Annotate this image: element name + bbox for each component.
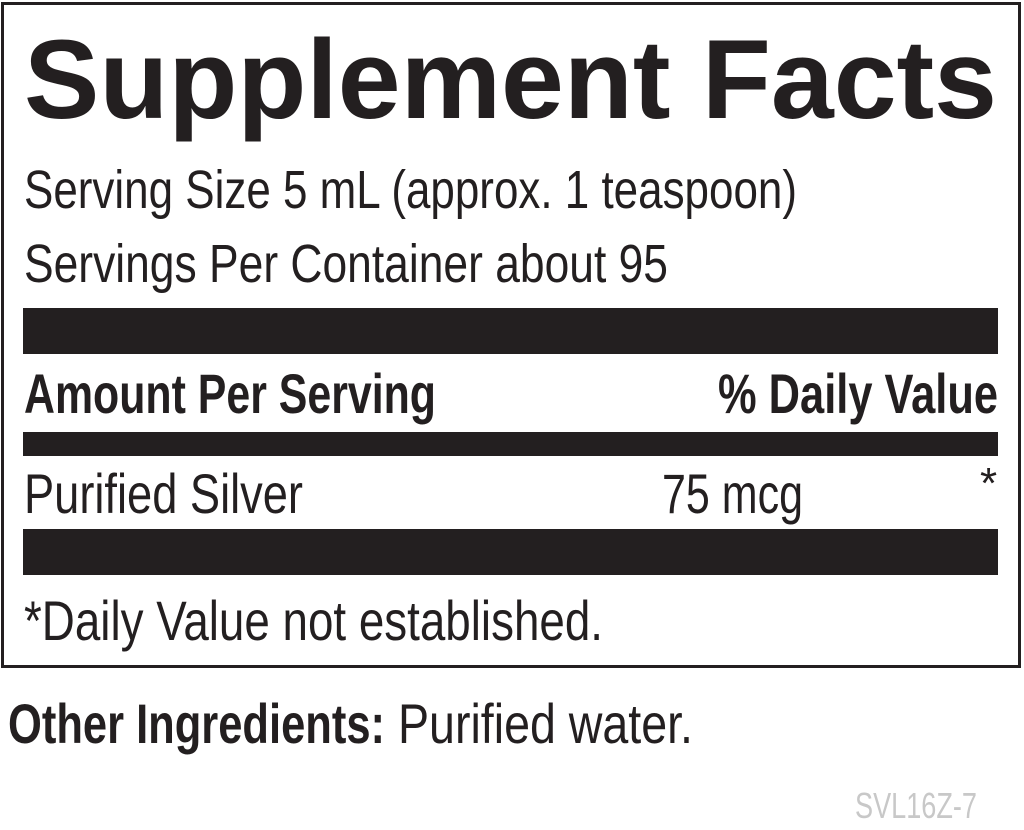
supplement-facts-panel (1, 2, 1021, 668)
daily-value-header: % Daily Value (718, 362, 998, 425)
divider-bar-medium (23, 432, 998, 456)
servings-per-container: Servings Per Container about 95 (24, 234, 668, 294)
footnote: *Daily Value not established. (24, 589, 603, 652)
other-ingredients-value: Purified water. (398, 692, 693, 755)
panel-title: Supplement Facts (24, 17, 997, 142)
divider-bar-thick (23, 308, 998, 354)
serving-size: Serving Size 5 mL (approx. 1 teaspoon) (24, 160, 797, 220)
product-code: SVL16Z-7 (855, 785, 977, 826)
ingredient-dv: * (980, 459, 998, 508)
amount-per-serving-header: Amount Per Serving (24, 362, 436, 425)
ingredient-name: Purified Silver (24, 462, 303, 525)
ingredient-amount: 75 mcg (662, 462, 803, 525)
divider-bar-thick (23, 529, 998, 575)
other-ingredients-label: Other Ingredients: (8, 692, 385, 755)
